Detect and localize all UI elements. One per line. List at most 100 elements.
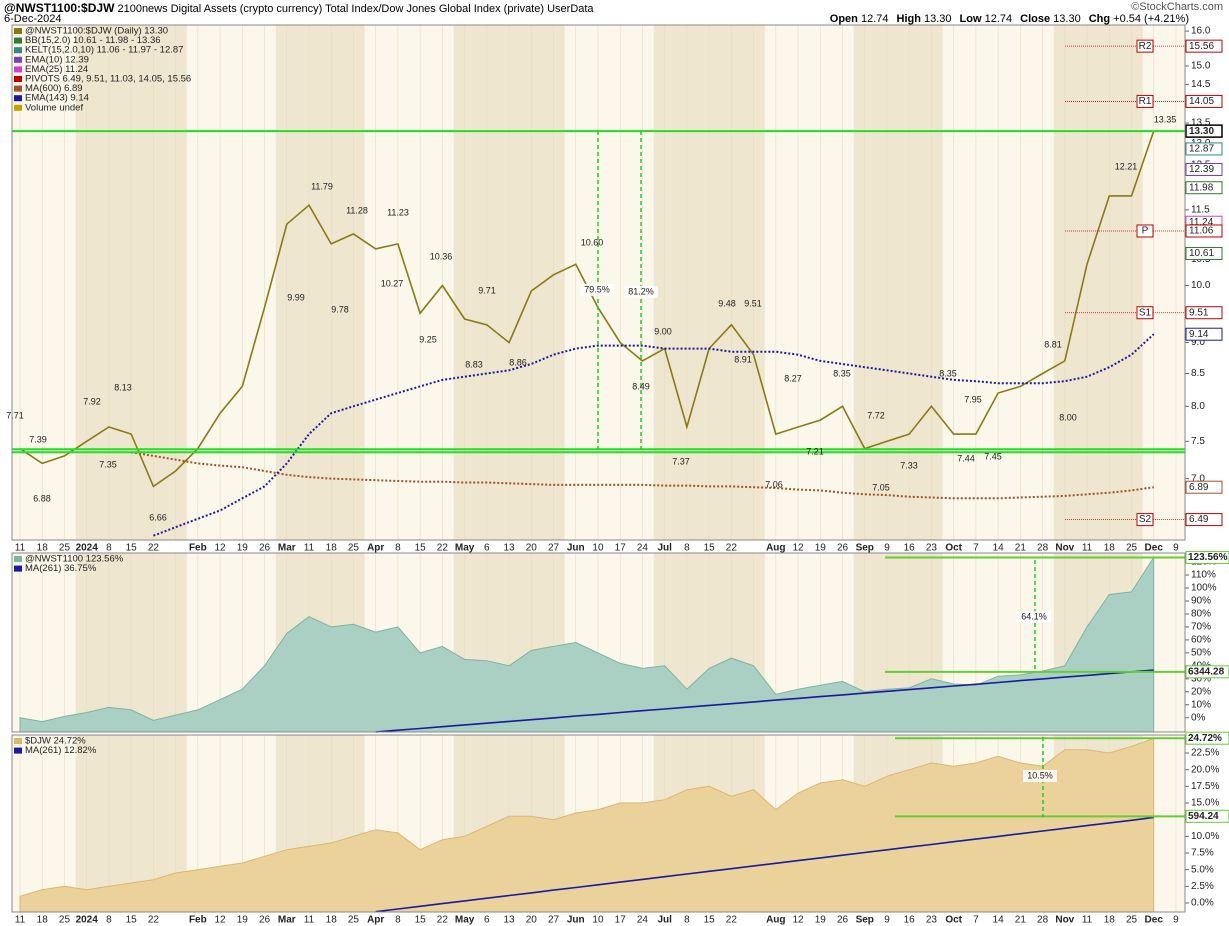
x-tick-label: 11 xyxy=(1082,915,1093,926)
level-box xyxy=(1185,224,1223,238)
annotation: 8.27 xyxy=(784,373,802,383)
level-label: 12.87 xyxy=(1189,144,1214,155)
x-tick-label: 14 xyxy=(993,543,1005,554)
legend-text: EMA(25) 11.24 xyxy=(25,64,88,75)
annotation: 7.95 xyxy=(964,394,982,404)
annotation: 9.51 xyxy=(744,298,762,308)
y-tick-label: 80% xyxy=(1191,609,1211,620)
legend-swatch xyxy=(14,738,22,744)
annotation: 8.81 xyxy=(1044,339,1062,349)
annotation: 11.23 xyxy=(387,207,409,217)
x-tick-label: 25 xyxy=(1126,915,1138,926)
legend-text: MA(261) 36.75% xyxy=(25,563,97,574)
x-tick-label: 15 xyxy=(415,915,427,926)
x-tick-label: 21 xyxy=(1015,915,1027,926)
annotation: 64.1% xyxy=(1021,611,1047,621)
y-tick-label: 9.0 xyxy=(1191,337,1205,348)
annotation: 8.13 xyxy=(114,382,132,392)
legend-swatch xyxy=(14,95,22,102)
quote: Open 12.74 High 13.30 Low 12.74 Close 13.30… xyxy=(822,13,1189,25)
x-tick-label: 27 xyxy=(548,543,560,554)
line xyxy=(153,333,1155,537)
y-tick-label: 11.5 xyxy=(1191,204,1210,215)
x-tick-label: 13 xyxy=(503,915,515,926)
level-label: 9.14 xyxy=(1189,329,1209,340)
x-tick-label: 18 xyxy=(37,543,49,554)
level-box xyxy=(1185,39,1223,53)
level-label: 13.30 xyxy=(1189,126,1214,137)
level-label: 123.56% xyxy=(1188,552,1228,563)
legend-text: $DJW 24.72% xyxy=(25,736,86,747)
legend-swatch xyxy=(14,85,22,92)
pivot-tag: S2 xyxy=(1139,514,1152,525)
quote-value: 12.74 xyxy=(984,13,1013,25)
annotation: 8.35 xyxy=(833,368,851,378)
x-tick-label: 15 xyxy=(704,915,716,926)
legend-text: MA(600) 6.89 xyxy=(25,83,83,94)
x-tick-label: 11 xyxy=(304,543,315,554)
annotation: 10.60 xyxy=(581,237,604,247)
pivot-tag-box xyxy=(1136,94,1154,108)
annotation: 10.36 xyxy=(430,251,453,261)
x-tick-label: Aug xyxy=(766,543,785,554)
x-tick-label: 17 xyxy=(615,543,627,554)
level-label: 14.05 xyxy=(1189,96,1214,107)
level-label: 6.89 xyxy=(1189,482,1209,493)
y-tick-label: 7.5 xyxy=(1191,436,1205,447)
y-tick-label: 90% xyxy=(1191,596,1211,607)
x-tick-label: 13 xyxy=(503,543,515,554)
x-tick-label: 8 xyxy=(395,543,401,554)
x-tick-label: Mar xyxy=(278,915,296,926)
annotation: 7.71 xyxy=(6,410,24,420)
x-tick-label: May xyxy=(455,915,475,926)
level-label: 6344.28 xyxy=(1188,666,1225,677)
x-tick-label: 23 xyxy=(926,543,938,554)
x-tick-label: 26 xyxy=(259,543,271,554)
x-tick-label: Apr xyxy=(367,915,384,926)
annotation: 7.39 xyxy=(29,434,47,444)
x-tick-label: Oct xyxy=(945,915,962,926)
level-label: 9.51 xyxy=(1189,307,1209,318)
level-box xyxy=(1185,809,1229,823)
x-tick-label: May xyxy=(455,543,475,554)
y-tick-label: 5.0% xyxy=(1191,864,1214,875)
y-tick-label: 14.5 xyxy=(1191,79,1211,90)
x-tick-label: 16 xyxy=(904,543,916,554)
y-tick-label: 2.5% xyxy=(1191,881,1214,892)
x-tick-label: 6 xyxy=(484,543,490,554)
legend-swatch xyxy=(14,56,22,63)
annotation: 9.25 xyxy=(419,334,437,344)
annotation: 13.35 xyxy=(1154,114,1177,124)
x-tick-label: 25 xyxy=(348,543,360,554)
x-tick-label: Jun xyxy=(567,543,585,554)
x-tick-label: 2024 xyxy=(76,543,99,554)
x-tick-label: 19 xyxy=(237,543,249,554)
legend-swatch xyxy=(14,66,22,73)
x-tick-label: 9 xyxy=(1173,543,1179,554)
level-label: 11.98 xyxy=(1189,182,1214,193)
level-box xyxy=(1185,550,1229,564)
x-tick-label: 18 xyxy=(1104,915,1116,926)
x-tick-label: 10 xyxy=(592,915,604,926)
y-tick-label: 8.0 xyxy=(1191,401,1205,412)
x-tick-label: 12 xyxy=(792,915,804,926)
x-tick-label: 25 xyxy=(59,543,71,554)
level-box xyxy=(1185,124,1223,138)
x-tick-label: 20 xyxy=(526,543,538,554)
annotation: 8.83 xyxy=(465,359,483,369)
annotation-bg xyxy=(1017,611,1051,623)
x-tick-label: 2024 xyxy=(76,915,99,926)
quote-value: +0.54 (+4.21%) xyxy=(1113,13,1189,25)
y-tick-label: 70% xyxy=(1191,622,1211,633)
x-tick-label: 12 xyxy=(215,915,227,926)
legend-text: KELT(15,2.0,10) 11.06 - 11.97 - 12.87 xyxy=(25,45,183,56)
annotation: 7.92 xyxy=(83,396,101,406)
pivot-tag: S1 xyxy=(1139,307,1152,318)
quote-value: 13.30 xyxy=(1053,13,1081,25)
x-tick-label: Oct xyxy=(945,543,962,554)
y-tick-label: 20% xyxy=(1191,686,1211,697)
level-label: 11.24 xyxy=(1189,217,1214,228)
x-tick-label: 18 xyxy=(1104,543,1116,554)
x-tick-label: Apr xyxy=(367,543,384,554)
